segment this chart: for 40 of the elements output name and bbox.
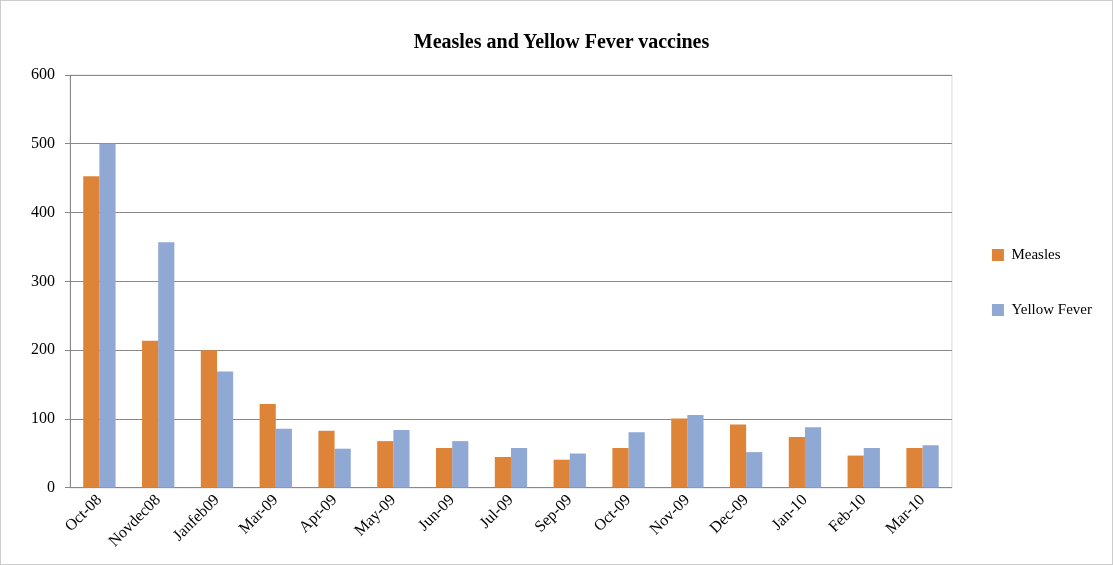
bar [687,414,704,488]
bar [393,430,410,488]
bar [142,340,159,488]
chart-title: Measles and Yellow Fever vaccines [413,30,710,53]
y-tick-label: 300 [31,271,55,289]
bar [628,432,645,488]
bar [275,428,292,488]
bar [200,350,217,488]
bar [158,242,175,488]
bar [804,427,822,488]
bar [216,371,234,488]
y-tick-label: 500 [31,134,55,152]
bar [452,441,469,488]
bar [788,437,805,488]
y-tick-label: 600 [31,65,55,83]
bar [569,453,586,488]
bar [510,448,528,488]
bar [612,448,629,488]
bar [99,143,116,488]
bar [553,459,570,488]
bar [494,456,511,488]
bar [83,176,100,488]
bar [334,448,351,488]
bar [671,418,688,488]
y-tick-label: 400 [31,202,55,220]
bar [318,430,335,488]
legend-label: Yellow Fever [1011,300,1092,317]
bar [436,448,453,488]
legend-label: Measles [1011,245,1061,262]
bar [863,448,880,488]
bar [259,403,276,488]
y-tick-label: 200 [31,340,55,358]
bar [906,448,923,488]
bar [729,424,747,488]
y-tick-label: 0 [47,478,55,496]
y-tick-label: 100 [31,409,55,427]
bar [746,452,763,488]
bar [847,455,864,488]
bar [922,445,939,488]
bar [377,441,394,488]
